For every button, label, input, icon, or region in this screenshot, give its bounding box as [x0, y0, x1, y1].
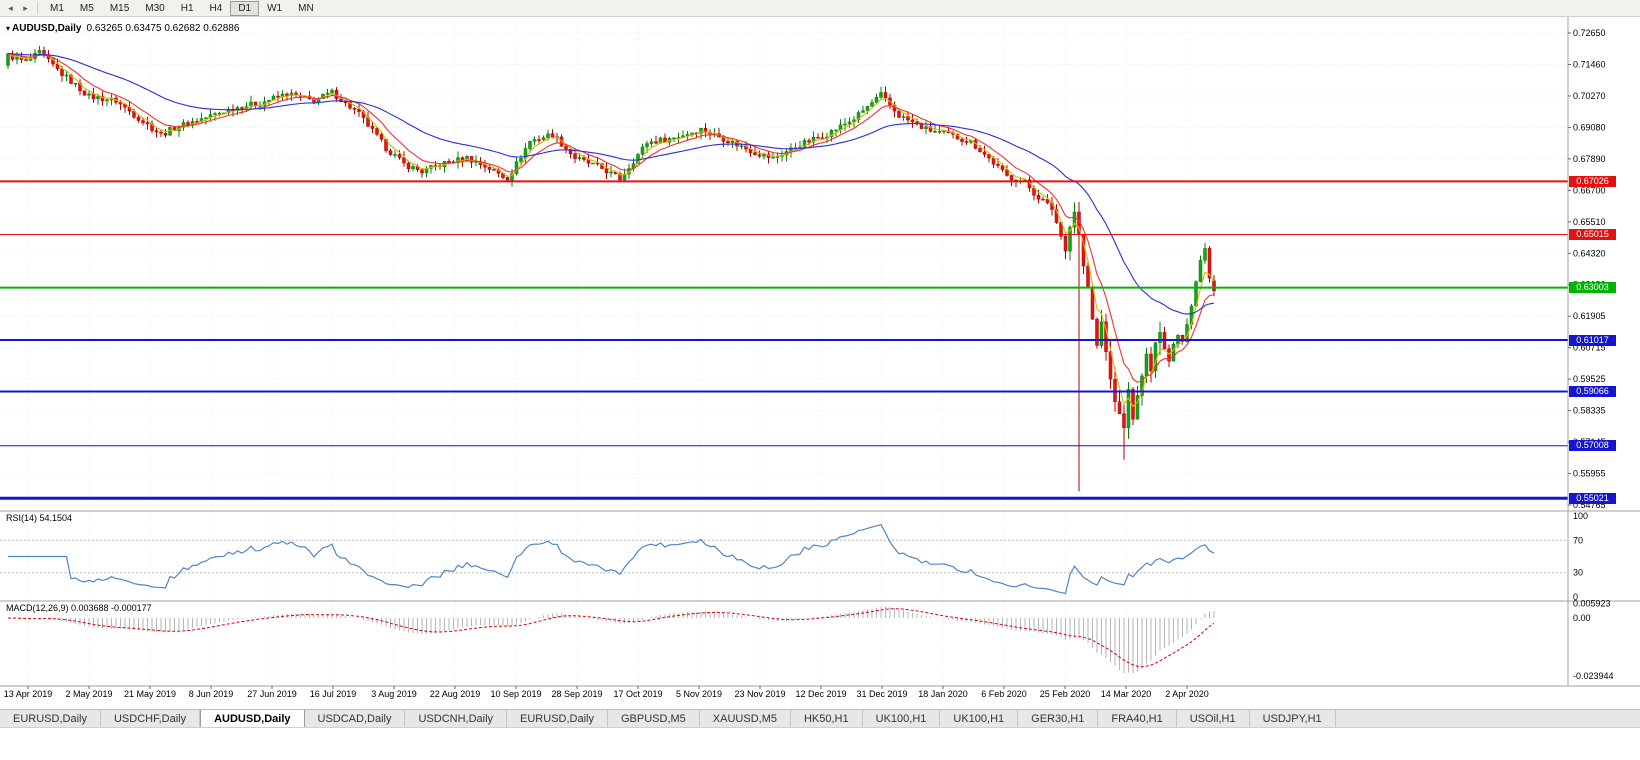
chart-tab-usoil-h1[interactable]: USOil,H1: [1176, 710, 1250, 727]
date-axis-label: 17 Oct 2019: [613, 689, 662, 699]
date-axis-label: 27 Jun 2019: [247, 689, 297, 699]
rsi-axis-label: 30: [1573, 568, 1583, 578]
price-axis-label: 0.63130: [1573, 280, 1606, 290]
price-axis-label: 0.57145: [1573, 437, 1606, 447]
date-axis-label: 10 Sep 2019: [490, 689, 541, 699]
chart-tab-usdcad-daily[interactable]: USDCAD,Daily: [304, 710, 406, 727]
chart-tab-xauusd-m5[interactable]: XAUUSD,M5: [699, 710, 791, 727]
macd-axis-label: 0.005923: [1573, 599, 1611, 609]
chart-tab-uk100-h1[interactable]: UK100,H1: [862, 710, 941, 727]
chart-tab-eurusd-daily[interactable]: EURUSD,Daily: [0, 710, 101, 727]
price-axis-label: 0.72650: [1573, 28, 1606, 38]
price-axis-label: 0.70270: [1573, 91, 1606, 101]
rsi-line: [8, 524, 1215, 595]
toolbar-separator: [37, 2, 38, 14]
chart-tab-uk100-h1[interactable]: UK100,H1: [940, 710, 1019, 727]
chart-scroll-left-icon[interactable]: ◂: [8, 3, 13, 13]
date-axis-label: 28 Sep 2019: [551, 689, 602, 699]
timeframe-button-d1[interactable]: D1: [230, 0, 260, 16]
chart-scroll-right-icon[interactable]: ▸: [23, 3, 28, 13]
timeframe-button-h1[interactable]: H1: [180, 2, 194, 14]
timeframe-button-m5[interactable]: M5: [79, 2, 94, 14]
date-axis-label: 23 Nov 2019: [734, 689, 785, 699]
macd-signal-line: [7, 608, 1215, 668]
timeframe-button-m15[interactable]: M15: [109, 2, 130, 14]
chart-tab-usdchf-daily[interactable]: USDCHF,Daily: [100, 710, 201, 727]
ma-9-line: [7, 53, 1215, 383]
price-axis-label: 0.55955: [1573, 469, 1606, 479]
chart-tab-audusd-daily[interactable]: AUDUSD,Daily: [200, 710, 305, 727]
chart-tab-usdjpy-h1[interactable]: USDJPY,H1: [1249, 710, 1336, 727]
macd-pane: [7, 606, 1215, 674]
price-axis-label: 0.66700: [1573, 185, 1606, 195]
date-axis-label: 3 Aug 2019: [371, 689, 417, 699]
price-axis-label: 0.59525: [1573, 374, 1606, 384]
rsi-axis-label: 0: [1573, 592, 1578, 602]
chart-canvas[interactable]: 0.72650 0.71460 0.70270 0.69080 0.67890 0.667…: [0, 0, 1640, 708]
price-axis-label: 0.64320: [1573, 248, 1606, 258]
chart-tab-bar: EURUSD,Daily USDCHF,Daily AUDUSD,Daily USDC…: [0, 709, 1640, 728]
timeframe-toolbar: ◂ ▸ M1 M5 M15 M30 H1 H4 D1 W1 MN: [0, 0, 1640, 17]
macd-axis-label: -0.023944: [1573, 671, 1614, 681]
timeframe-button-m1[interactable]: M1: [50, 2, 64, 14]
price-axis-label: 0.60715: [1573, 343, 1606, 353]
price-axis-label: 0.65510: [1573, 217, 1606, 227]
timeframe-button-h4[interactable]: H4: [209, 2, 223, 14]
chart-tab-gbpusd-m5[interactable]: GBPUSD,M5: [608, 710, 700, 727]
candlesticks: [6, 45, 1216, 492]
rsi-axis-label: 70: [1573, 535, 1583, 545]
date-axis-label: 21 May 2019: [124, 689, 176, 699]
price-axis-label: 0.58335: [1573, 406, 1606, 416]
date-axis-label: 5 Nov 2019: [676, 689, 722, 699]
chart-tab-fra40-h1[interactable]: FRA40,H1: [1098, 710, 1177, 727]
chart-tab-ger30-h1[interactable]: GER30,H1: [1018, 710, 1099, 727]
date-axis-label: 2 May 2019: [65, 689, 112, 699]
horizontal-lines: [0, 180, 1568, 500]
price-axis-label: 0.54765: [1573, 500, 1606, 510]
date-axis-label: 18 Jan 2020: [918, 689, 968, 699]
date-axis: 13 Apr 2019 2 May 2019 21 May 2019 8 Jun 20…: [4, 686, 1209, 699]
price-axis-label: 0.71460: [1573, 59, 1606, 69]
date-axis-label: 13 Apr 2019: [4, 689, 53, 699]
ma-4-line: [7, 53, 1215, 408]
date-axis-label: 6 Feb 2020: [981, 689, 1027, 699]
rsi-pane: [0, 524, 1568, 595]
moving-averages: [7, 53, 1215, 408]
timeframe-buttons: M1 M5 M15 M30 H1 H4 D1 W1 MN: [42, 0, 322, 16]
rsi-axis-label: 100: [1573, 511, 1588, 521]
date-axis-label: 16 Jul 2019: [310, 689, 357, 699]
price-axis-label: 0.61905: [1573, 311, 1606, 321]
chart-tab-eurusd-daily[interactable]: EURUSD,Daily: [507, 710, 608, 727]
date-axis-label: 25 Feb 2020: [1040, 689, 1091, 699]
grid: [0, 18, 1568, 686]
date-axis-label: 2 Apr 2020: [1165, 689, 1209, 699]
price-axis-label: 0.67890: [1573, 154, 1606, 164]
timeframe-button-w1[interactable]: W1: [267, 2, 283, 14]
chart-tab-usdcnh-daily[interactable]: USDCNH,Daily: [405, 710, 508, 727]
ma-34-line: [7, 53, 1215, 315]
chart-tab-hk50-h1[interactable]: HK50,H1: [790, 710, 863, 727]
date-axis-label: 14 Mar 2020: [1101, 689, 1152, 699]
macd-axis-label: 0.00: [1573, 613, 1591, 623]
date-axis-label: 12 Dec 2019: [795, 689, 846, 699]
price-axis-label: 0.69080: [1573, 122, 1606, 132]
date-axis-label: 22 Aug 2019: [430, 689, 481, 699]
timeframe-button-m30[interactable]: M30: [145, 2, 165, 14]
date-axis-label: 31 Dec 2019: [856, 689, 907, 699]
date-axis-label: 8 Jun 2019: [189, 689, 234, 699]
timeframe-button-mn[interactable]: MN: [298, 2, 314, 14]
axes: 0.72650 0.71460 0.70270 0.69080 0.67890 0.667…: [0, 17, 1640, 687]
